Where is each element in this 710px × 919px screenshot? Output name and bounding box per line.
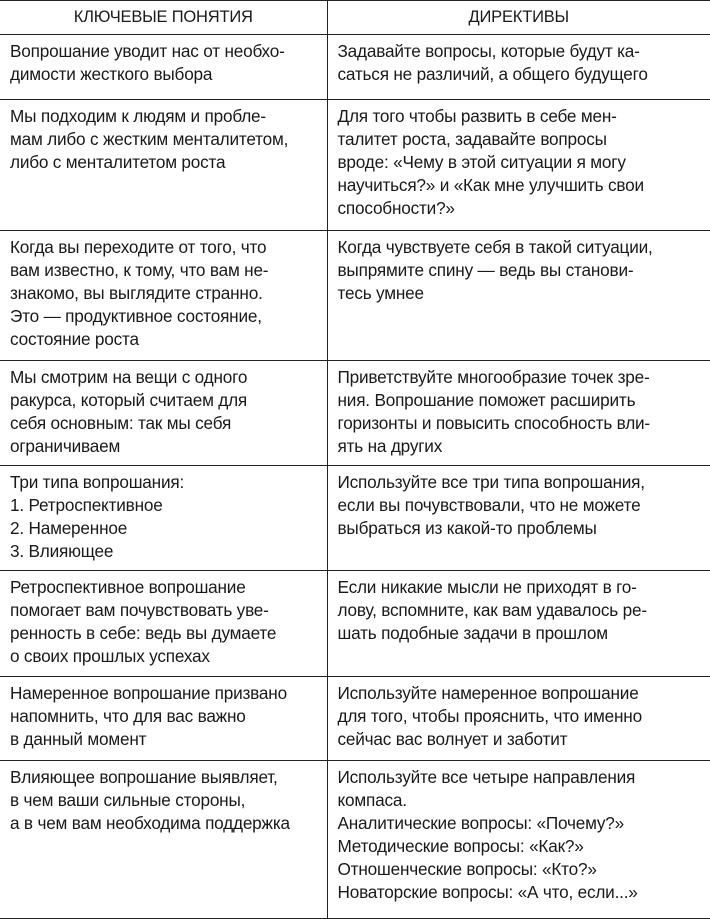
cell-line: саться не различий, а общего будущего <box>337 64 648 84</box>
cell-line: 3. Влияющее <box>10 541 114 561</box>
cell-line: Используйте все четыре направления <box>337 767 636 787</box>
cell-line: мам либо с жестким менталитетом, <box>10 129 289 149</box>
cell-line: Если никакие мысли не приходят в го- <box>337 577 637 597</box>
cell-line: компаса. <box>337 790 407 810</box>
cell-line: Для того чтобы развить в себе мен- <box>337 106 617 126</box>
concept-cell: Вопрошание уводит нас от необхо-димости … <box>0 34 328 100</box>
directive-cell: Приветствуйте многообразие точек зре-ния… <box>327 360 710 466</box>
cell-line: Мы смотрим на вещи с одного <box>10 367 248 387</box>
cell-line: а в чем вам необходима поддержка <box>10 813 290 833</box>
directive-cell: Используйте намеренное вопрошание для тог… <box>327 676 710 761</box>
table-row: Вопрошание уводит нас от необхо-димости … <box>0 34 710 100</box>
directive-cell: Используйте все три типа вопрошания, если… <box>327 465 710 571</box>
concept-cell: Когда вы переходите от того, что вам изве… <box>0 230 328 361</box>
cell-line: выпрямите спину — ведь вы станови- <box>337 260 634 280</box>
directive-cell: Для того чтобы развить в себе мен-талите… <box>327 99 710 231</box>
cell-line: Вопрошание уводит нас от необхо- <box>10 41 285 61</box>
cell-line: Используйте намеренное вопрошание <box>337 683 639 703</box>
directive-cell: Используйте все четыре направления компас… <box>327 760 710 919</box>
cell-line: шать подобные задачи в прошлом <box>337 623 609 643</box>
concept-cell: Ретроспективное вопрошание помогает вам п… <box>0 570 328 677</box>
cell-line: в данный момент <box>10 729 147 749</box>
cell-line: выбраться из какой-то проблемы <box>337 518 597 538</box>
cell-line: помогает вам почувствовать уве- <box>10 600 269 620</box>
table-row: Ретроспективное вопрошание помогает вам п… <box>0 570 710 677</box>
cell-line: Это — продуктивное состояние, <box>10 306 262 326</box>
cell-line: напомнить, что для вас важно <box>10 706 246 726</box>
table-row: Мы смотрим на вещи с одного ракурса, кото… <box>0 360 710 466</box>
table-row: Мы подходим к людям и пробле-мам либо с … <box>0 99 710 231</box>
cell-line: димости жесткого выбора <box>10 64 213 84</box>
cell-line: ракурса, который считаем для <box>10 390 248 410</box>
cell-line: Мы подходим к людям и пробле- <box>10 106 266 126</box>
cell-line: Задавайте вопросы, которые будут ка- <box>337 41 640 61</box>
concept-cell: Мы смотрим на вещи с одного ракурса, кото… <box>0 360 328 466</box>
cell-line: о своих прошлых успехах <box>10 646 210 666</box>
cell-line: Аналитические вопросы: «Почему?» <box>337 813 625 833</box>
cell-line: Намеренное вопрошание призвано <box>10 683 287 703</box>
cell-line: знакомо, вы выглядите странно. <box>10 283 263 303</box>
cell-line: Новаторские вопросы: «А что, если...» <box>337 882 638 902</box>
cell-line: вам известно, к тому, что вам не- <box>10 260 269 280</box>
cell-line: 1. Ретроспективное <box>10 495 163 515</box>
cell-line: способности?» <box>337 198 455 218</box>
cell-line: ренность в себе: ведь вы думаете <box>10 623 277 643</box>
cell-line: Методические вопросы: «Как?» <box>337 836 584 856</box>
cell-line: Используйте все три типа вопрошания, <box>337 472 646 492</box>
directive-cell: Задавайте вопросы, которые будут ка-сать… <box>327 34 710 100</box>
cell-line: Когда чувствуете себя в такой ситуации, <box>337 237 653 257</box>
cell-line: в чем ваши сильные стороны, <box>10 790 246 810</box>
table-row: Влияющее вопрошание выявляет, в чем ваши … <box>0 760 710 919</box>
cell-line: ограничиваем <box>10 436 121 456</box>
cell-line: Три типа вопрошания: <box>10 472 185 492</box>
directive-cell: Когда чувствуете себя в такой ситуации, в… <box>327 230 710 361</box>
header-key-concepts: КЛЮЧЕВЫЕ ПОНЯТИЯ <box>0 0 328 35</box>
concept-cell: Мы подходим к людям и пробле-мам либо с … <box>0 99 328 231</box>
table-row: Когда вы переходите от того, что вам изве… <box>0 230 710 361</box>
cell-line: ять на других <box>337 436 443 456</box>
cell-line: тесь умнее <box>337 283 425 303</box>
cell-line: Приветствуйте многообразие точек зре- <box>337 367 650 387</box>
concept-cell: Три типа вопрошания: 1. Ретроспективное 2.… <box>0 465 328 571</box>
cell-line: лову, вспомните, как вам удавалось ре- <box>337 600 648 620</box>
table-header-row: КЛЮЧЕВЫЕ ПОНЯТИЯ ДИРЕКТИВЫ <box>0 0 710 35</box>
cell-line: горизонты и повысить способность вли- <box>337 413 651 433</box>
table-row: Намеренное вопрошание призвано напомнить,… <box>0 676 710 761</box>
cell-line: себя основным: так мы себя <box>10 413 232 433</box>
table-row: Три типа вопрошания: 1. Ретроспективное 2.… <box>0 465 710 571</box>
cell-line: если вы почувствовали, что не можете <box>337 495 641 515</box>
cell-line: для того, чтобы прояснить, что именно <box>337 706 643 726</box>
cell-line: 2. Намеренное <box>10 518 128 538</box>
cell-line: Отношенческие вопросы: «Кто?» <box>337 859 597 879</box>
cell-line: Ретроспективное вопрошание <box>10 577 246 597</box>
cell-line: вроде: «Чему в этой ситуации я могу <box>337 152 626 172</box>
directive-cell: Если никакие мысли не приходят в го-лову… <box>327 570 710 677</box>
cell-line: Когда вы переходите от того, что <box>10 237 267 257</box>
cell-line: либо с менталитетом роста <box>10 152 226 172</box>
cell-line: Влияющее вопрошание выявляет, <box>10 767 278 787</box>
cell-line: состояние роста <box>10 329 139 349</box>
cell-line: талитет роста, задавайте вопросы <box>337 129 607 149</box>
header-directives: ДИРЕКТИВЫ <box>327 0 710 35</box>
concept-cell: Намеренное вопрошание призвано напомнить,… <box>0 676 328 761</box>
cell-line: научиться?» и «Как мне улучшить свои <box>337 175 645 195</box>
cell-line: ния. Вопрошание поможет расширить <box>337 390 636 410</box>
concept-cell: Влияющее вопрошание выявляет, в чем ваши … <box>0 760 328 919</box>
cell-line: сейчас вас волнует и заботит <box>337 729 568 749</box>
